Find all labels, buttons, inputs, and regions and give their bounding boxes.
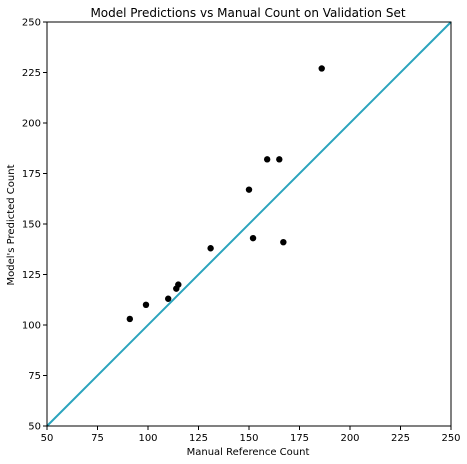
- y-tick-label-225: 225: [22, 68, 41, 79]
- x-tick-label-100: 100: [138, 433, 157, 444]
- plot-area: [46, 21, 452, 427]
- x-tick-label-75: 75: [91, 433, 104, 444]
- data-point-9: [263, 156, 271, 163]
- reference-line: [46, 21, 452, 427]
- data-point-6: [207, 245, 214, 252]
- y-axis-title: Model's Predicted Count: [6, 164, 17, 285]
- x-tick-label-200: 200: [340, 433, 359, 444]
- y-tick-label-175: 175: [22, 169, 41, 180]
- x-tick-label-175: 175: [290, 433, 309, 444]
- chart-title: Model Predictions vs Manual Count on Val…: [90, 6, 405, 20]
- y-axis: 50 75 100 125 150 175 200 225 250: [22, 18, 47, 433]
- x-tick-label-125: 125: [189, 433, 208, 444]
- y-tick-label-250: 250: [22, 18, 41, 29]
- y-tick-label-125: 125: [22, 270, 41, 281]
- data-point-3: [165, 295, 172, 302]
- y-tick-label-75: 75: [28, 371, 41, 382]
- x-tick-label-225: 225: [391, 433, 410, 444]
- data-point-11: [280, 238, 287, 246]
- x-tick-label-250: 250: [441, 433, 460, 444]
- x-tick-label-150: 150: [239, 433, 258, 444]
- x-axis: 50 75 100 125 150 175 200 225 250: [41, 426, 461, 444]
- data-point-8: [249, 234, 257, 242]
- x-axis-title: Manual Reference Count: [187, 447, 310, 458]
- data-point-12: [318, 65, 325, 72]
- data-point-2: [142, 301, 150, 308]
- y-tick-label-200: 200: [22, 119, 41, 130]
- y-tick-label-50: 50: [28, 422, 41, 433]
- data-point-10: [276, 156, 283, 163]
- y-tick-label-150: 150: [22, 220, 41, 231]
- x-tick-label-50: 50: [41, 433, 54, 444]
- data-point-7: [245, 186, 253, 193]
- data-point-5: [175, 281, 182, 288]
- data-point-1: [126, 315, 134, 323]
- y-tick-label-100: 100: [22, 321, 41, 332]
